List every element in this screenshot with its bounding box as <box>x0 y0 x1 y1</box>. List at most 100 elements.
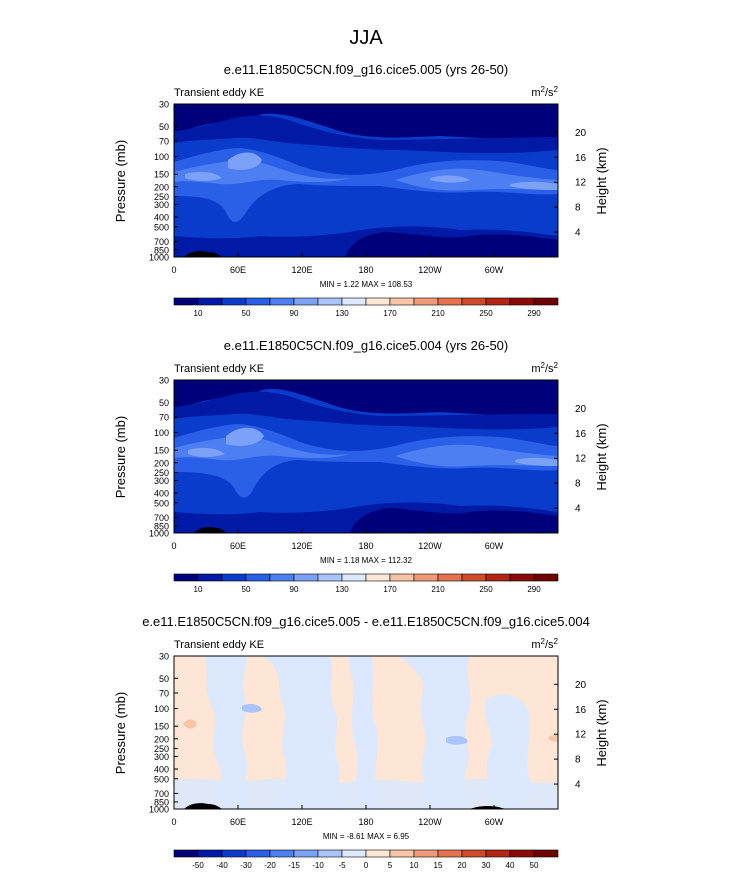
colorbar-box <box>245 297 271 306</box>
min-max-label: MIN = -8.61 MAX = 6.95 <box>323 832 410 841</box>
y-right-tick-label: 8 <box>575 479 581 490</box>
y-right-tick-label: 8 <box>575 203 581 214</box>
colorbar-label: 130 <box>335 309 349 318</box>
x-tick-label: 60W <box>485 541 504 551</box>
field-region-level-2 <box>174 115 558 154</box>
colorbar-label: 90 <box>290 309 299 318</box>
x-tick-label: 0 <box>171 541 176 551</box>
colorbar-label: 170 <box>383 309 397 318</box>
x-tick-label: 180 <box>358 265 373 275</box>
colorbar-box <box>365 297 391 306</box>
colorbar-box <box>461 297 487 306</box>
y-right-tick-label: 4 <box>575 228 581 239</box>
colorbar-label: 290 <box>527 585 541 594</box>
colorbar-box <box>317 573 343 582</box>
y-right-tick-label: 8 <box>575 755 581 766</box>
colorbar-box <box>509 297 535 306</box>
y-tick-label: 200 <box>154 458 169 468</box>
panel-title: e.e11.E1850C5CN.f09_g16.cice5.004 (yrs 2… <box>224 338 509 353</box>
colorbar-label: 170 <box>383 585 397 594</box>
colorbar-labels: 10 50 90 130 170 210 250 290 <box>194 309 542 318</box>
field-region-negative-strong <box>242 703 262 713</box>
y-tick-label: 250 <box>154 468 169 478</box>
x-tick-label: 120W <box>418 817 442 827</box>
y-right-tick-label: 20 <box>575 404 587 415</box>
colorbar-box <box>293 573 319 582</box>
colorbar-box <box>269 573 295 582</box>
y-right-tick-label: 4 <box>575 504 581 515</box>
y-tick-label: 700 <box>154 789 169 799</box>
colorbar-box <box>341 297 367 306</box>
x-tick-label: 0 <box>171 265 176 275</box>
panel-1: e.e11.E1850C5CN.f09_g16.cice5.004 (yrs 2… <box>113 338 609 594</box>
colorbar-box <box>365 573 391 582</box>
x-tick-labels: 0 60E 120E 180 120W 60W <box>171 529 504 551</box>
units-label: m2/s2 <box>531 85 558 99</box>
colorbar-labels: 10 50 90 130 170 210 250 290 <box>194 585 542 594</box>
y-tick-label: 1000 <box>149 253 169 263</box>
x-tick-label: 120E <box>291 541 312 551</box>
field-region-level-6 <box>515 457 558 466</box>
field-region-level-6 <box>510 181 558 190</box>
x-tick-label: 60E <box>230 541 246 551</box>
colorbar-box <box>173 297 199 306</box>
colorbar-box <box>245 849 271 858</box>
y-tick-label: 1000 <box>149 529 169 539</box>
colorbar-box <box>221 849 247 858</box>
field-region-level-1 <box>345 232 558 257</box>
colorbar-box <box>365 849 391 858</box>
x-tick-labels: 0 60E 120E 180 120W 60W <box>171 253 504 275</box>
colorbar-label: -5 <box>338 861 346 870</box>
field-region-negative-strong <box>446 735 468 745</box>
y-right-tick-label: 4 <box>575 780 581 791</box>
x-tick-label: 0 <box>171 817 176 827</box>
colorbar-box <box>413 297 439 306</box>
colorbar-box <box>173 849 199 858</box>
panel-subtitle: Transient eddy KE <box>174 363 264 375</box>
field-region-level-1 <box>174 380 558 416</box>
colorbar-box <box>461 849 487 858</box>
colorbar-label: -20 <box>264 861 276 870</box>
colorbar-label: 250 <box>479 585 493 594</box>
y-tick-label: 70 <box>159 136 169 146</box>
x-tick-label: 180 <box>358 817 373 827</box>
y-tick-label: 200 <box>154 734 169 744</box>
y-right-axis-label: Height (km) <box>594 147 609 214</box>
field-region-negative <box>174 778 558 809</box>
colorbar-label: 50 <box>242 585 251 594</box>
colorbar <box>173 849 559 858</box>
colorbar-box <box>533 849 559 858</box>
field-region-level-2 <box>174 391 558 430</box>
colorbar-box <box>173 573 199 582</box>
y-right-tick-labels: 20 16 12 8 4 <box>554 128 587 239</box>
colorbar-box <box>197 573 223 582</box>
colorbar <box>173 297 559 306</box>
colorbar-box <box>413 573 439 582</box>
y-axis-label: Pressure (mb) <box>113 692 128 774</box>
colorbar-box <box>293 849 319 858</box>
y-tick-label: 200 <box>154 182 169 192</box>
colorbar-box <box>389 573 415 582</box>
colorbar-label: -30 <box>240 861 252 870</box>
colorbar-label: 130 <box>335 585 349 594</box>
y-tick-label: 30 <box>159 376 169 386</box>
colorbar-box <box>389 849 415 858</box>
y-tick-label: 400 <box>154 765 169 775</box>
ground-mask <box>470 806 505 809</box>
panel-subtitle: Transient eddy KE <box>174 87 264 99</box>
colorbar-box <box>437 849 463 858</box>
colorbar-box <box>509 849 535 858</box>
field-region-positive-strong <box>548 734 558 742</box>
y-tick-label: 150 <box>154 446 169 456</box>
colorbar-box <box>221 573 247 582</box>
y-tick-label: 400 <box>154 489 169 499</box>
field-region-level-6 <box>430 175 470 183</box>
colorbar-label: -15 <box>288 861 300 870</box>
colorbar-label: 290 <box>527 309 541 318</box>
y-tick-label: 30 <box>159 100 169 110</box>
colorbar-box <box>341 849 367 858</box>
y-tick-label: 150 <box>154 722 169 732</box>
colorbar-label: 20 <box>458 861 467 870</box>
colorbar-box <box>485 573 511 582</box>
